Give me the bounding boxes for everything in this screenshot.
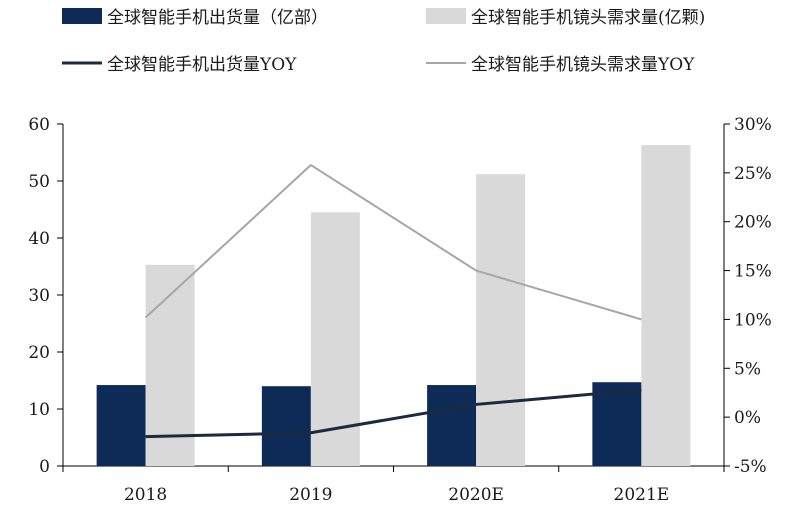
bar-lens-demand — [310, 212, 360, 466]
right-tick-label: 30% — [734, 115, 772, 135]
bar-lens-demand — [476, 174, 526, 466]
x-axis-ticks: 2018 2019 2020E 2021E — [62, 466, 725, 505]
right-tick-label: 10% — [734, 310, 772, 330]
bar-shipments — [427, 385, 477, 466]
right-tick-label: 25% — [734, 164, 772, 184]
x-tick-label: 2021E — [614, 485, 670, 505]
bar-shipments — [261, 386, 311, 466]
bar-shipments — [592, 382, 642, 466]
legend-swatch-shipments — [62, 8, 102, 24]
line-series — [144, 164, 642, 439]
left-tick-label: 20 — [28, 343, 50, 363]
bar-series — [96, 145, 691, 466]
x-tick-label: 2018 — [124, 485, 167, 505]
legend-swatch-lens-demand — [426, 8, 466, 24]
left-tick-label: 0 — [39, 457, 50, 477]
left-tick-label: 60 — [28, 115, 50, 135]
right-tick-label: 20% — [734, 213, 772, 233]
right-axis-ticks: -5% 0% 5% 10% 15% 20% 25% 30% — [724, 115, 772, 477]
right-tick-label: 0% — [734, 408, 761, 428]
left-tick-label: 40 — [28, 229, 50, 249]
right-tick-label: 15% — [734, 262, 772, 282]
bar-shipments — [96, 385, 146, 466]
left-tick-label: 30 — [28, 286, 50, 306]
legend-label-shipments: 全球智能手机出货量（亿部） — [107, 8, 328, 28]
left-axis-ticks: 0 10 20 30 40 50 60 — [28, 115, 63, 477]
bar-lens-demand — [641, 145, 691, 466]
right-tick-label: 5% — [734, 359, 761, 379]
legend-label-lens-yoy: 全球智能手机镜头需求量YOY — [471, 55, 695, 75]
x-tick-label: 2020E — [448, 485, 504, 505]
line-shipments-yoy — [145, 388, 642, 439]
bar-lens-demand — [145, 264, 195, 466]
legend-label-shipments-yoy: 全球智能手机出货量YOY — [107, 55, 297, 75]
left-tick-label: 50 — [28, 172, 50, 192]
legend: 全球智能手机出货量（亿部） 全球智能手机镜头需求量(亿颗) 全球智能手机出货量Y… — [62, 8, 705, 75]
right-tick-label: -5% — [734, 457, 767, 477]
line-lens-demand-yoy — [144, 164, 642, 321]
legend-label-lens-demand: 全球智能手机镜头需求量(亿颗) — [471, 8, 705, 28]
left-tick-label: 10 — [28, 400, 50, 420]
x-tick-label: 2019 — [289, 485, 332, 505]
